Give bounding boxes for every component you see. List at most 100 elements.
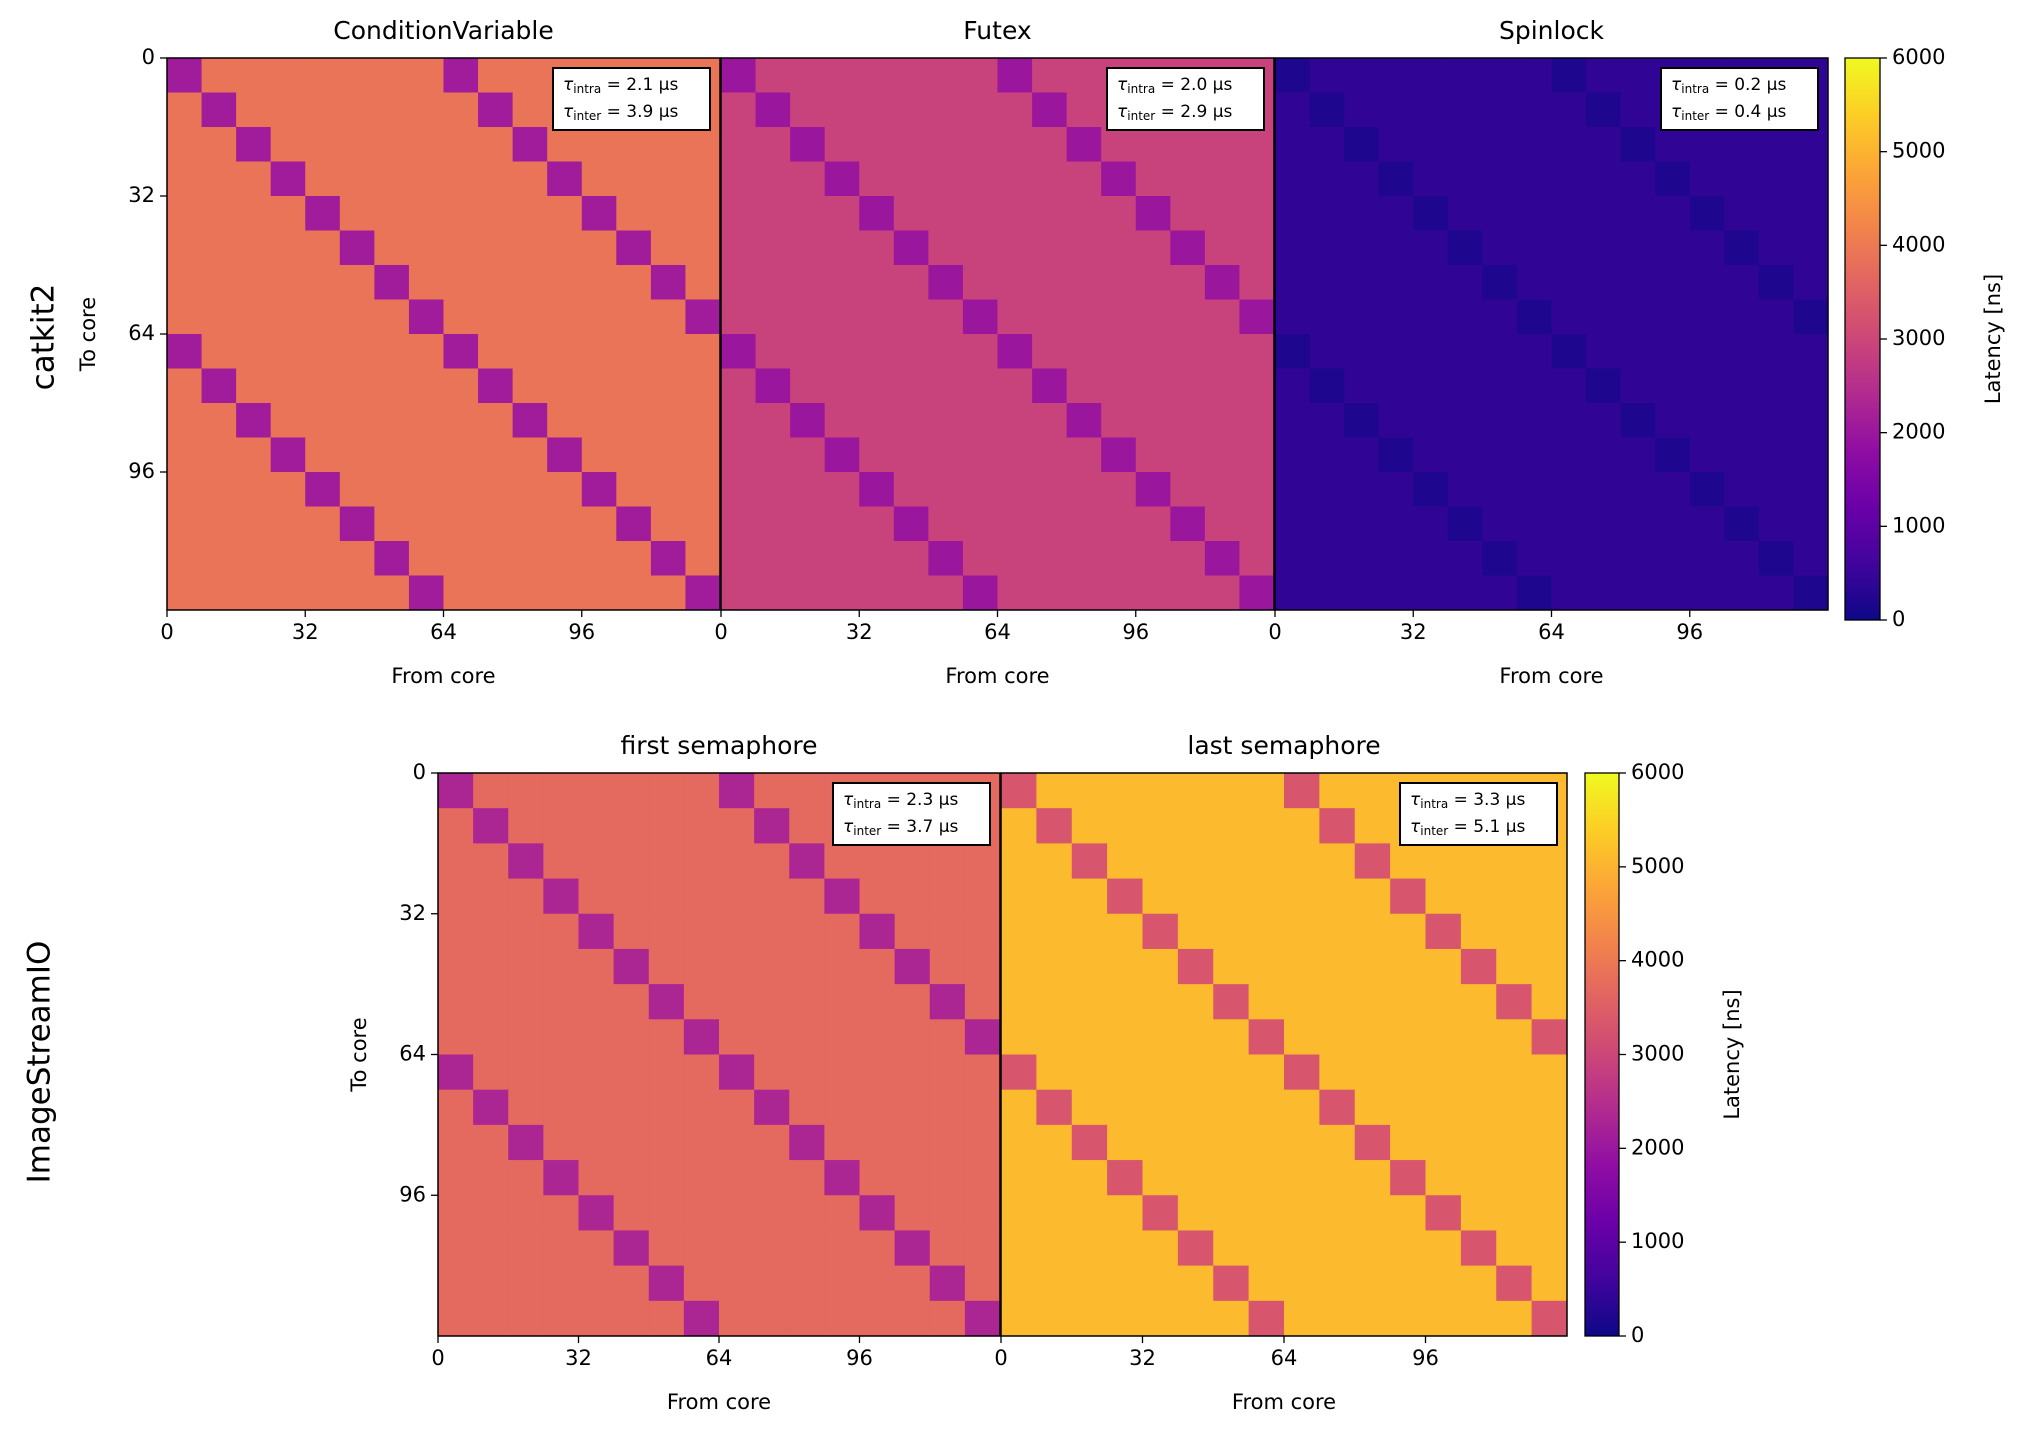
- heatmap-cell: [1425, 1265, 1462, 1302]
- heatmap-cell: [1689, 403, 1725, 438]
- heatmap-cell: [1516, 437, 1552, 473]
- heatmap-cell: [578, 1019, 615, 1055]
- heatmap-cell: [581, 299, 617, 335]
- heatmap-cell: [648, 773, 685, 809]
- heatmap-cell: [270, 299, 306, 335]
- heatmap-cell: [1239, 506, 1275, 542]
- heatmap-cell: [1107, 1195, 1143, 1231]
- heatmap-cell: [721, 334, 757, 369]
- heatmap-cell: [1586, 196, 1622, 231]
- x-tick-label: 0: [160, 620, 173, 644]
- heatmap-cell: [1496, 1265, 1533, 1302]
- heatmap-cell: [1516, 58, 1552, 93]
- heatmap-cell: [1142, 1054, 1179, 1091]
- heatmap-cell: [1460, 1089, 1497, 1126]
- heatmap-cell: [1378, 161, 1414, 197]
- heatmap-cell: [201, 265, 237, 300]
- heatmap-cell: [1101, 506, 1137, 542]
- heatmap-cell: [547, 230, 583, 266]
- heatmap-cell: [508, 1160, 544, 1196]
- heatmap-cell: [754, 1019, 790, 1055]
- annotation-symbol: τ: [1671, 102, 1682, 122]
- heatmap-cell: [1482, 437, 1518, 473]
- heatmap-cell: [824, 472, 860, 507]
- heatmap-cell: [650, 403, 686, 438]
- heatmap-cell: [1390, 1230, 1426, 1267]
- heatmap-cell: [1378, 437, 1414, 473]
- heatmap-cell: [1284, 913, 1320, 950]
- heatmap-cell: [1354, 1265, 1391, 1302]
- heatmap-cell: [1213, 878, 1250, 915]
- heatmap-cell: [824, 948, 860, 985]
- annotation: τinter = 0.4 µs: [1671, 102, 1787, 123]
- heatmap-cell: [685, 541, 721, 576]
- heatmap-cell: [1248, 1124, 1285, 1161]
- colorbar-tick-label: 1000: [1892, 513, 1945, 537]
- heatmap-cell: [719, 948, 755, 985]
- heatmap-cell: [1354, 1089, 1391, 1126]
- annotation-sub: intra: [1420, 797, 1448, 811]
- heatmap-cell: [613, 1089, 650, 1126]
- heatmap-cell: [438, 1230, 474, 1267]
- heatmap-cell: [443, 92, 479, 128]
- heatmap-cell: [1239, 437, 1275, 473]
- heatmap-cell: [1036, 948, 1073, 985]
- heatmap-cell: [547, 196, 583, 231]
- heatmap-cell: [1516, 506, 1552, 542]
- heatmap-cell: [1620, 368, 1656, 404]
- heatmap-cell: [1071, 808, 1108, 844]
- heatmap-cell: [1496, 878, 1533, 915]
- heatmap-cell: [1071, 1019, 1108, 1055]
- heatmap-cell: [1482, 472, 1518, 507]
- heatmap-cell: [964, 984, 1001, 1020]
- heatmap-cell: [824, 984, 860, 1020]
- x-tick-label: 0: [1268, 620, 1281, 644]
- heatmap-cell: [1001, 773, 1037, 809]
- heatmap-cell: [893, 299, 929, 335]
- heatmap-cell: [1142, 1019, 1179, 1055]
- heatmap-cell: [824, 1195, 860, 1231]
- heatmap-cell: [1354, 1160, 1391, 1196]
- heatmap-cell: [1793, 299, 1829, 335]
- heatmap-cell: [613, 1195, 650, 1231]
- heatmap-cell: [201, 506, 237, 542]
- heatmap-cell: [1036, 878, 1073, 915]
- heatmap-cell: [473, 1265, 509, 1302]
- heatmap-cell: [683, 1124, 720, 1161]
- heatmap-cell: [616, 368, 652, 404]
- heatmap-cell: [1344, 506, 1380, 542]
- heatmap-cell: [473, 948, 509, 985]
- heatmap-cell: [1101, 403, 1137, 438]
- heatmap-cell: [859, 575, 895, 611]
- heatmap-cell: [1516, 161, 1552, 197]
- x-tick-label: 0: [714, 620, 727, 644]
- heatmap-cell: [473, 1230, 509, 1267]
- heatmap-cell: [512, 403, 548, 438]
- heatmap-cell: [1586, 437, 1622, 473]
- heatmap-cell: [1551, 161, 1587, 197]
- heatmap-cell: [443, 368, 479, 404]
- heatmap-cell: [1248, 948, 1285, 985]
- heatmap-cell: [1344, 368, 1380, 404]
- heatmap-cell: [928, 506, 964, 542]
- heatmap-cell: [1724, 161, 1760, 197]
- heatmap-cell: [1378, 472, 1414, 507]
- heatmap-cell: [167, 58, 203, 93]
- heatmap-cell: [408, 506, 444, 542]
- heatmap-cell: [929, 1124, 966, 1161]
- heatmap-cell: [1620, 196, 1656, 231]
- heatmap-cell: [755, 541, 791, 576]
- heatmap-cell: [648, 1054, 685, 1091]
- heatmap-cell: [755, 127, 791, 162]
- heatmap-cell: [683, 913, 720, 950]
- heatmap-cell: [1344, 334, 1380, 369]
- heatmap-cell: [270, 127, 306, 162]
- x-tick-label: 32: [565, 1346, 592, 1370]
- heatmap-cell: [1758, 230, 1794, 266]
- heatmap-cell: [1319, 1230, 1356, 1267]
- heatmap-cell: [1620, 575, 1656, 611]
- heatmap-cell: [438, 1300, 474, 1337]
- heatmap-cell: [1551, 403, 1587, 438]
- heatmap-cell: [1413, 437, 1449, 473]
- heatmap-cell: [824, 1089, 860, 1126]
